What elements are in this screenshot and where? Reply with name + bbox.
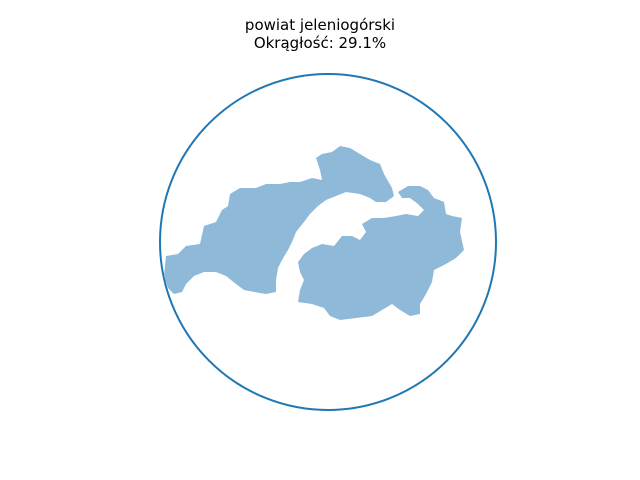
enclosing-circle bbox=[159, 73, 497, 411]
county-shape-west bbox=[164, 146, 394, 294]
county-shape-east bbox=[298, 186, 464, 320]
figure-title: powiat jeleniogórski bbox=[244, 16, 396, 34]
roundness-label: Okrągłość: 29.1% bbox=[253, 34, 387, 52]
